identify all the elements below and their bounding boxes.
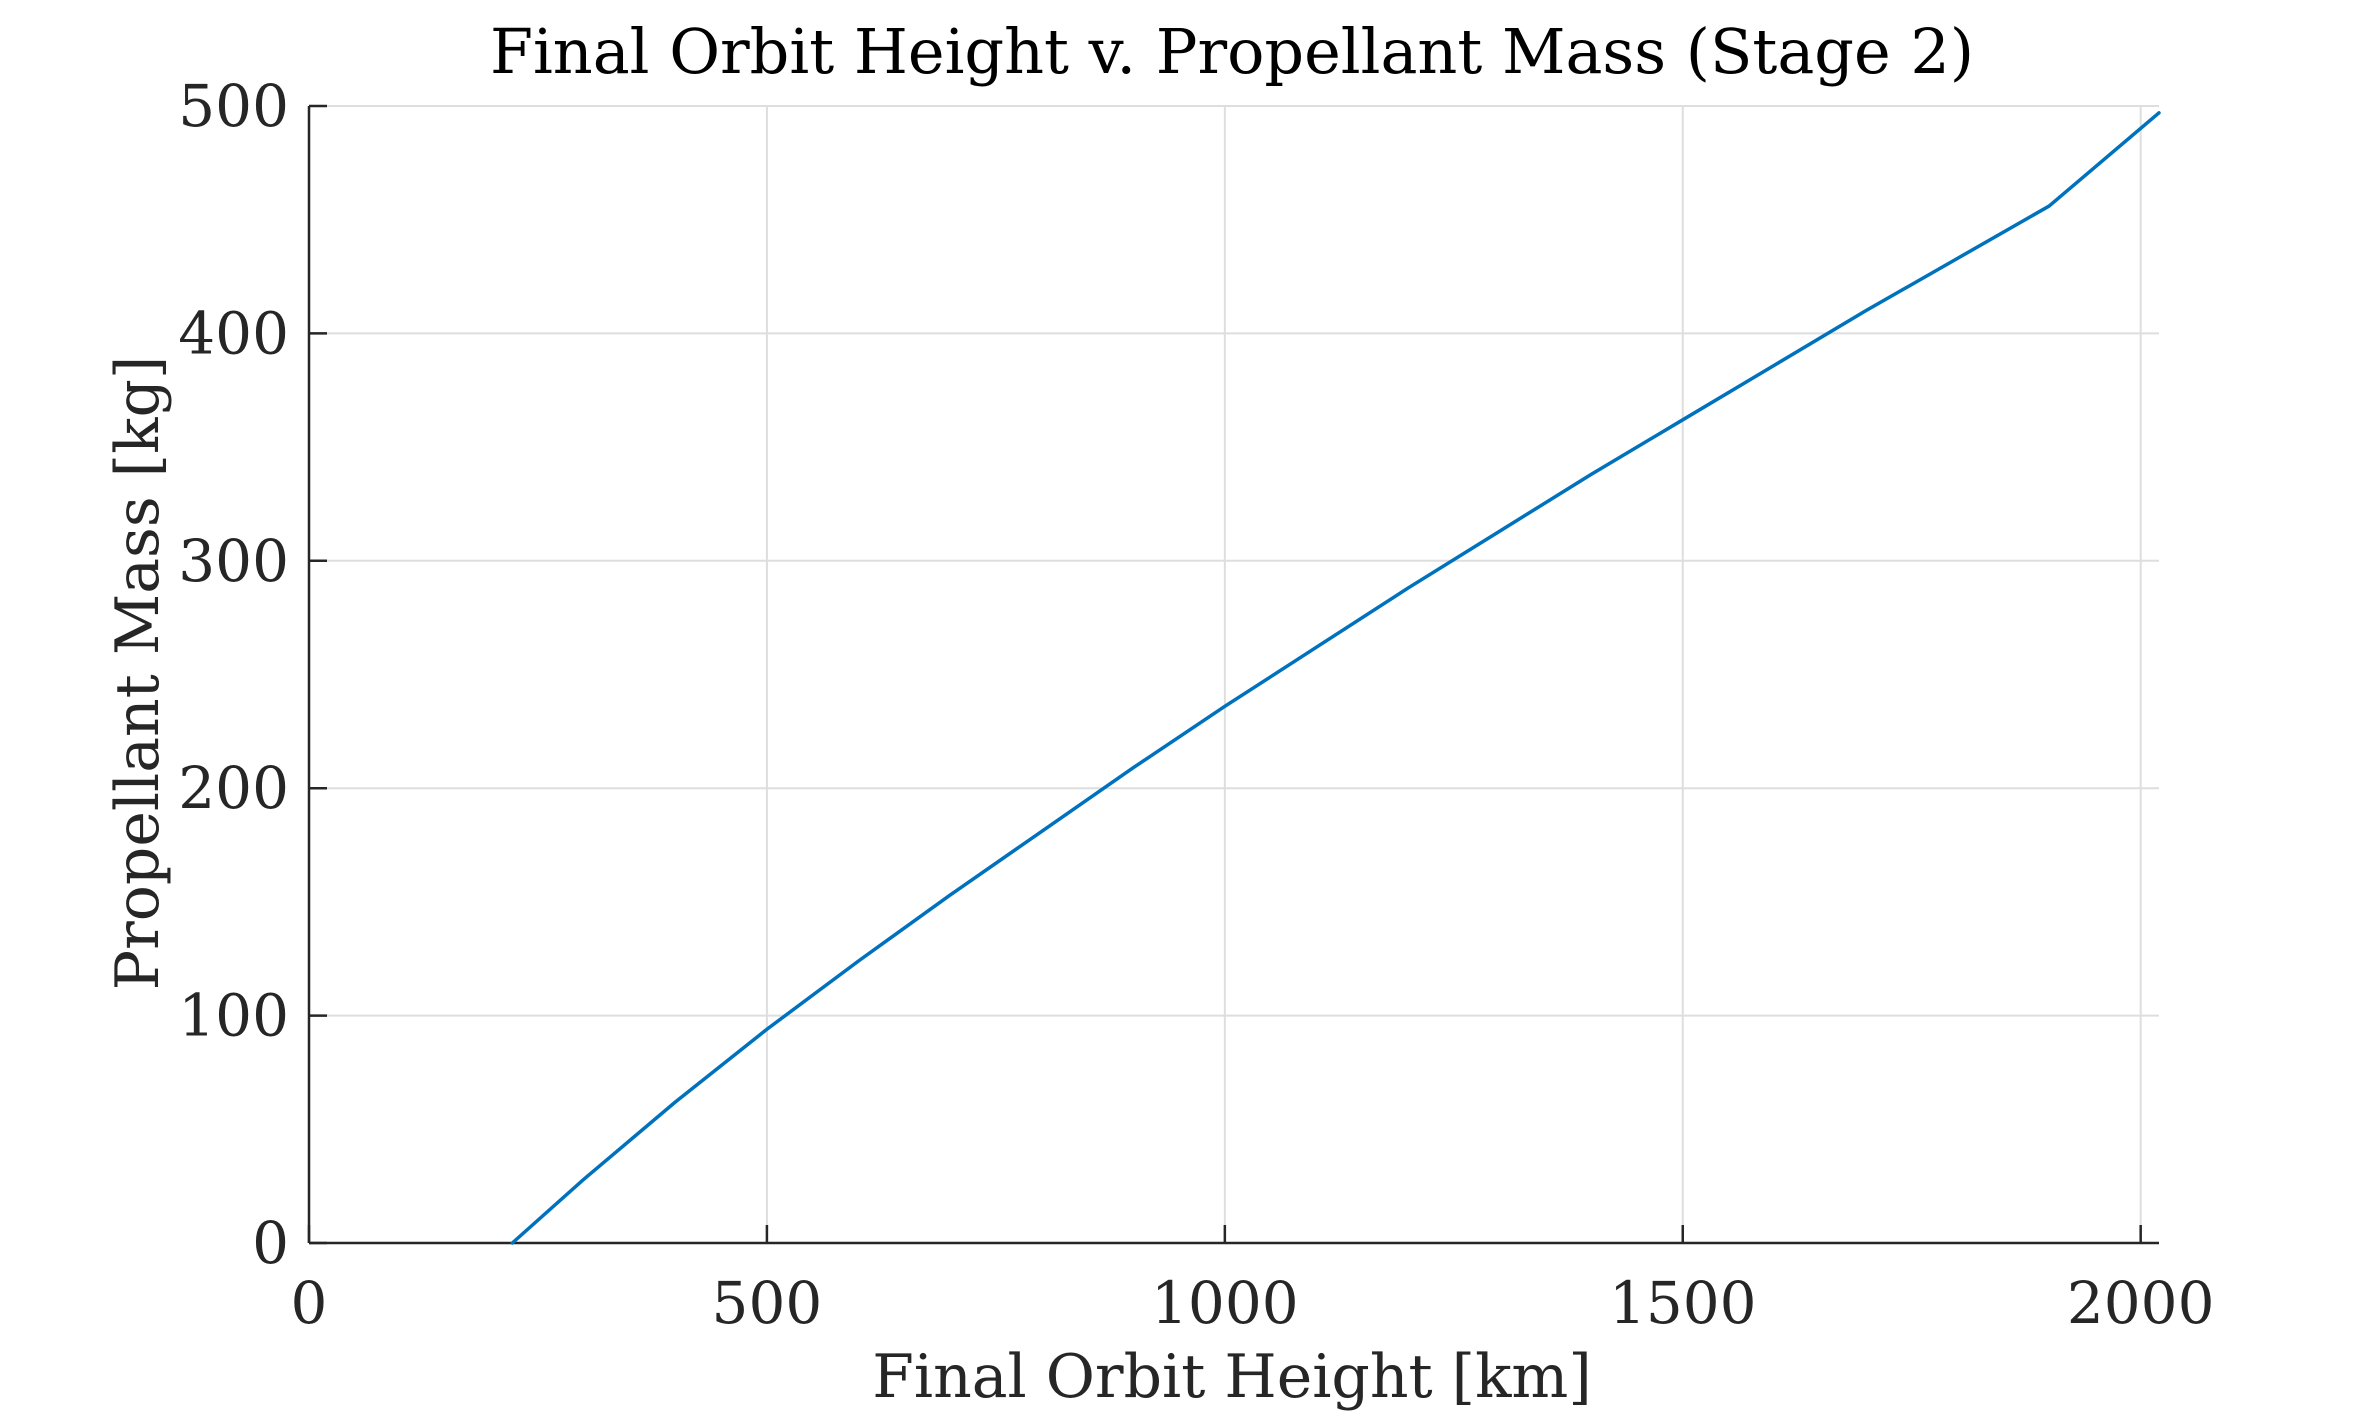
axes [307,104,2159,1245]
x-tick-label: 1000 [1151,1269,1299,1337]
y-tick-label: 100 [178,982,289,1050]
series-line-1 [510,111,2161,1245]
x-tick-label: 500 [712,1269,823,1337]
tick-labels: 0 500 1000 1500 2000 0 100 200 300 400 500 [178,72,2214,1337]
grid [309,105,2159,1243]
y-tick-label: 0 [252,1209,289,1277]
y-axis-title: Propellant Mass [kg] [103,356,173,991]
x-axis-title: Final Orbit Height [km] [872,1342,1591,1412]
x-tick-label: 2000 [2067,1269,2215,1337]
series-layer [510,111,2161,1245]
chart-title: Final Orbit Height v. Propellant Mass (S… [490,15,1974,88]
y-tick-label: 500 [178,72,289,140]
y-tick-label: 300 [178,527,289,595]
y-tick-label: 200 [178,754,289,822]
x-tick-label: 1500 [1609,1269,1757,1337]
x-tick-label: 0 [291,1269,328,1337]
y-tick-label: 400 [178,299,289,367]
